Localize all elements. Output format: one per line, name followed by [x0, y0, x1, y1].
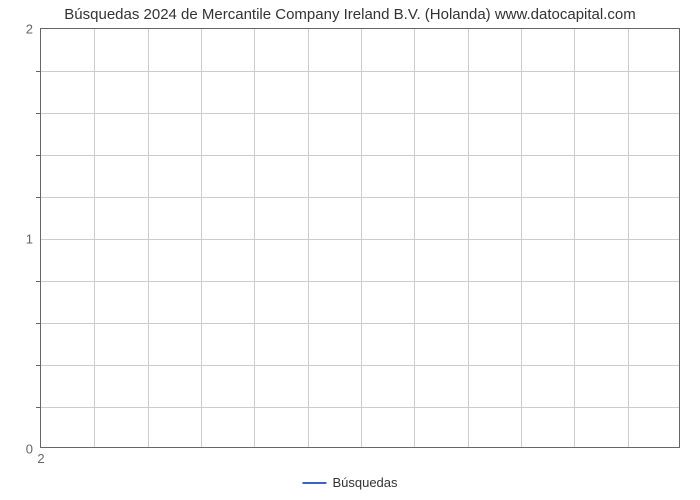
chart-legend: Búsquedas: [302, 475, 397, 490]
chart-plot-area: 0122: [40, 28, 680, 448]
grid-line: [521, 29, 522, 447]
y-tick-minor: [36, 365, 41, 366]
y-tick-label: 1: [26, 232, 41, 247]
y-tick-minor: [36, 71, 41, 72]
y-tick-minor: [36, 323, 41, 324]
legend-swatch: [302, 482, 326, 484]
grid-line: [41, 71, 679, 72]
grid-line: [254, 29, 255, 447]
grid-line: [308, 29, 309, 447]
grid-line: [41, 113, 679, 114]
grid-line: [41, 197, 679, 198]
grid-line: [41, 365, 679, 366]
grid-line: [361, 29, 362, 447]
grid-line: [41, 281, 679, 282]
y-tick-minor: [36, 407, 41, 408]
grid-line: [41, 239, 679, 240]
y-tick-minor: [36, 113, 41, 114]
grid-line: [94, 29, 95, 447]
grid-line: [414, 29, 415, 447]
chart-title: Búsquedas 2024 de Mercantile Company Ire…: [0, 0, 700, 25]
y-tick-label: 2: [26, 22, 41, 37]
grid-line: [201, 29, 202, 447]
grid-line: [628, 29, 629, 447]
grid-line: [574, 29, 575, 447]
grid-line: [41, 407, 679, 408]
x-tick-label: 2: [37, 447, 44, 466]
y-tick-minor: [36, 155, 41, 156]
grid-line: [41, 323, 679, 324]
y-tick-minor: [36, 281, 41, 282]
grid-line: [148, 29, 149, 447]
legend-label: Búsquedas: [332, 475, 397, 490]
y-tick-minor: [36, 197, 41, 198]
grid-line: [41, 155, 679, 156]
grid-line: [468, 29, 469, 447]
